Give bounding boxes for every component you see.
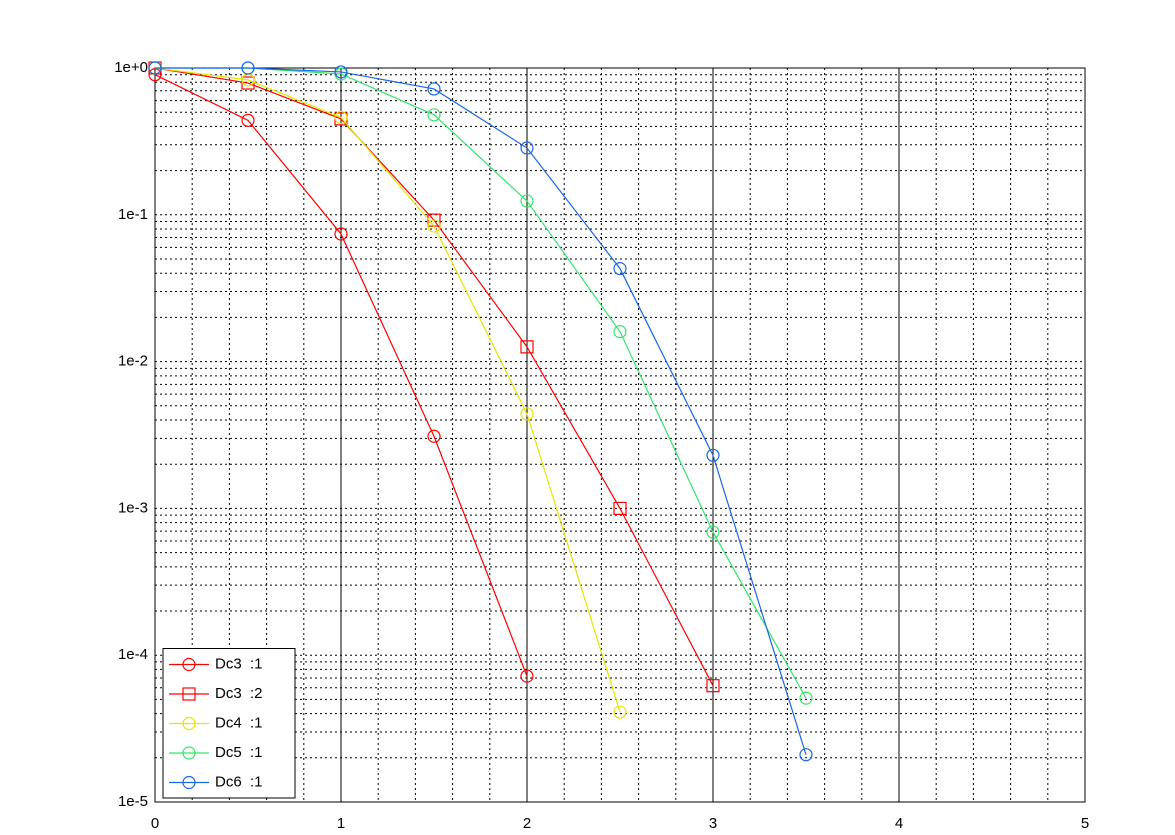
legend-label: Dc3 :1 xyxy=(215,655,263,672)
legend-label: Dc3 :2 xyxy=(215,685,263,702)
marker xyxy=(799,691,813,705)
y-tick-label: 1e-1 xyxy=(118,206,148,223)
marker xyxy=(427,108,441,122)
marker xyxy=(706,525,720,539)
plot-area xyxy=(155,68,1085,802)
y-tick-label: 1e-2 xyxy=(118,353,148,370)
marker xyxy=(334,65,348,79)
y-tick-label: 1e-5 xyxy=(118,793,148,810)
x-tick-label: 5 xyxy=(1081,815,1089,832)
marker xyxy=(334,227,348,241)
marker xyxy=(182,716,196,731)
legend-label: Dc6 :1 xyxy=(215,773,263,790)
x-tick-label: 3 xyxy=(709,815,717,832)
marker xyxy=(613,705,627,719)
marker xyxy=(241,76,255,90)
marker xyxy=(613,325,627,339)
series-line xyxy=(154,67,621,713)
marker xyxy=(427,219,441,233)
marker xyxy=(706,448,720,462)
marker xyxy=(520,669,534,683)
x-tick-label: 2 xyxy=(523,815,531,832)
marker xyxy=(613,501,627,515)
marker xyxy=(182,657,196,672)
marker xyxy=(427,82,441,96)
marker xyxy=(241,61,255,75)
x-tick-label: 1 xyxy=(337,815,345,832)
legend-label: Dc5 :1 xyxy=(215,744,263,761)
marker xyxy=(148,61,162,75)
legend-label: Dc4 :1 xyxy=(215,714,263,731)
marker xyxy=(706,679,720,693)
marker xyxy=(613,262,627,276)
axes-frame xyxy=(154,67,1086,803)
legend: Dc3 :1 Dc3 :2 Dc4 :1 Dc5 :1 Dc6 :1 xyxy=(162,648,296,799)
marker xyxy=(148,68,162,82)
marker xyxy=(520,194,534,208)
y-tick-label: 1e-3 xyxy=(118,499,148,516)
marker xyxy=(799,748,813,762)
y-tick-label: 1e+0 xyxy=(114,59,148,76)
marker xyxy=(520,340,534,354)
marker xyxy=(427,429,441,443)
x-tick-label: 0 xyxy=(151,815,159,832)
marker xyxy=(182,687,196,701)
marker xyxy=(182,746,196,760)
marker xyxy=(334,110,348,125)
series-line xyxy=(155,67,807,755)
x-tick-label: 4 xyxy=(895,815,903,832)
marker xyxy=(520,141,534,155)
marker xyxy=(241,113,255,127)
y-tick-label: 1e-4 xyxy=(118,646,148,663)
marker xyxy=(520,407,534,421)
marker xyxy=(182,775,196,790)
series-line xyxy=(154,74,528,677)
